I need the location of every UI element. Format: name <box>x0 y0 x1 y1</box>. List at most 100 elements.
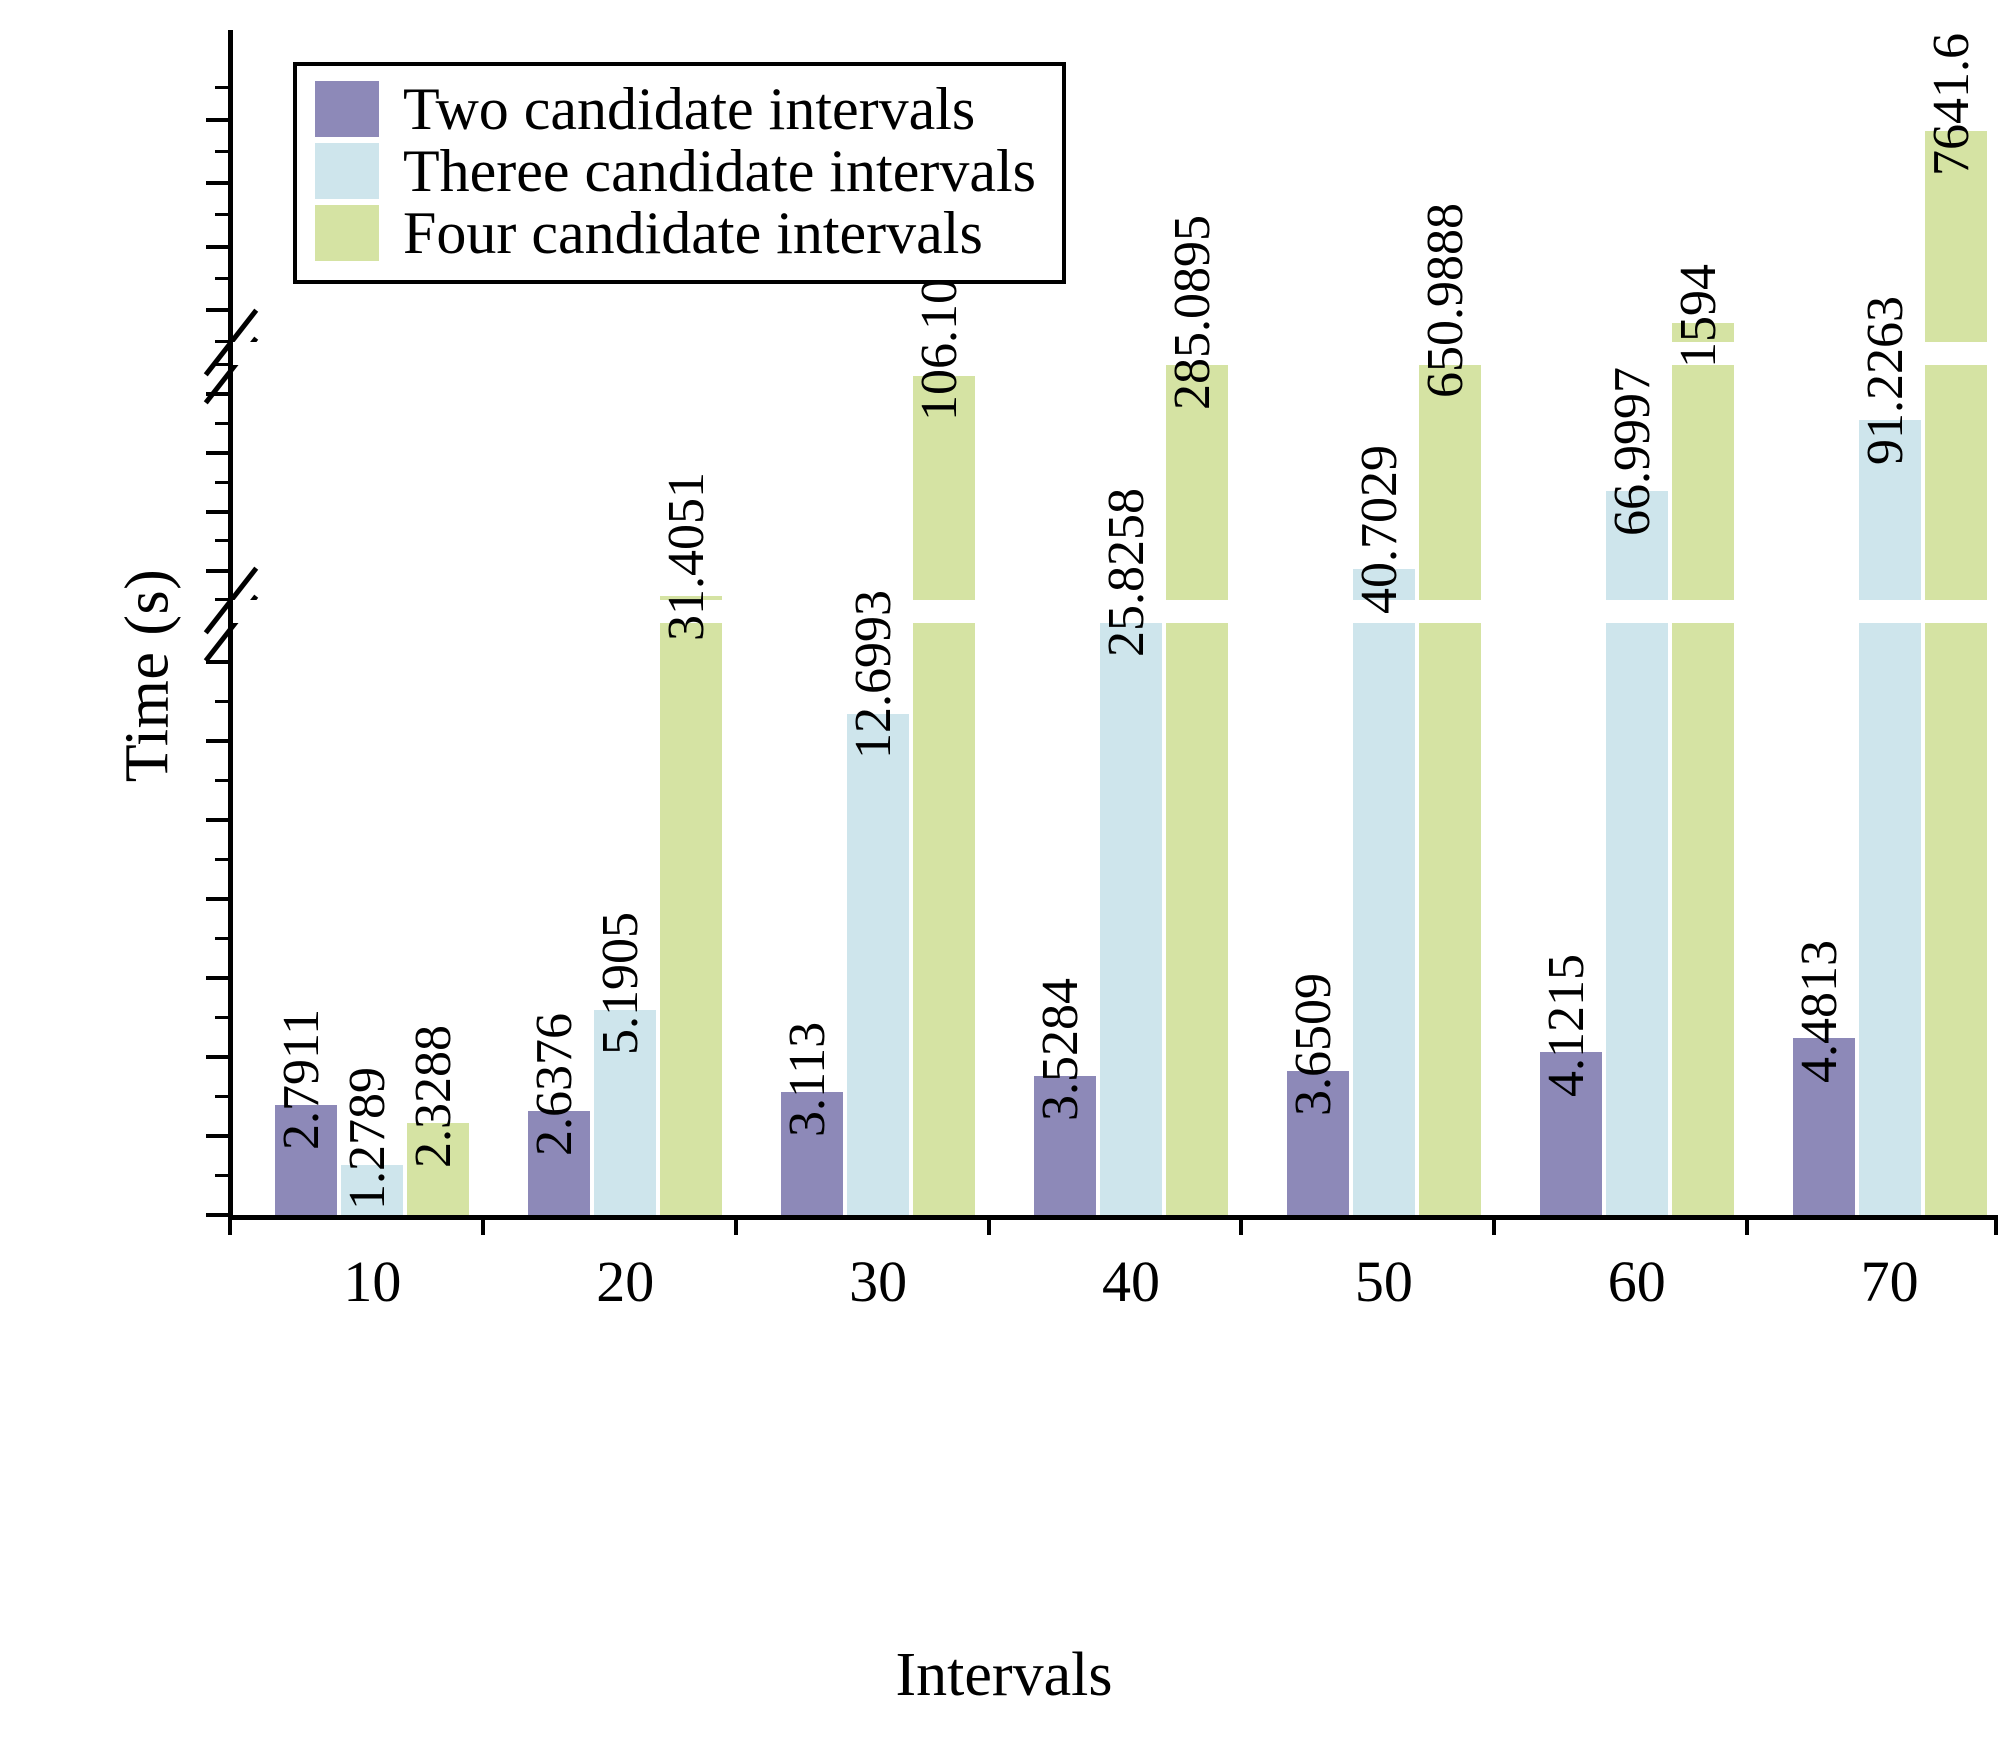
y-tick <box>206 976 228 981</box>
y-tick <box>215 1173 228 1177</box>
y-tick <box>206 509 228 514</box>
legend-label-four: Four candidate intervals <box>403 200 983 266</box>
bar-value-label: 3.6509 <box>1284 972 1342 1116</box>
x-tick <box>733 1215 738 1235</box>
y-tick <box>206 818 228 823</box>
y-tick <box>206 1055 228 1060</box>
bar-value-label: 1.2789 <box>339 1066 397 1210</box>
y-tick <box>215 1015 228 1019</box>
y-tick <box>206 117 228 122</box>
bar[interactable] <box>847 713 910 1215</box>
y-axis-line <box>228 30 233 1215</box>
bar[interactable] <box>1286 1070 1349 1215</box>
y-tick <box>215 213 228 216</box>
y-axis-title: Time (s) <box>113 568 182 783</box>
bar-value-label: 5.1905 <box>592 912 650 1056</box>
y-tick <box>215 1094 228 1098</box>
bar[interactable] <box>275 1104 338 1215</box>
y-tick <box>215 778 228 782</box>
chart-legend: Two candidate intervals Theree candidate… <box>293 62 1066 284</box>
x-tick-label: 30 <box>849 1249 908 1314</box>
y-tick <box>206 392 228 397</box>
bar[interactable] <box>407 1123 470 1215</box>
y-tick <box>215 340 228 343</box>
bar-value-label: 1594 <box>1669 264 1727 369</box>
bar-value-label: 4.1215 <box>1537 954 1595 1098</box>
bar[interactable] <box>594 1010 657 1215</box>
bar[interactable] <box>1166 364 1228 1215</box>
bar[interactable] <box>781 1092 844 1215</box>
bar[interactable] <box>913 376 976 1215</box>
bar[interactable] <box>1418 353 1481 1215</box>
bar-value-label: 2.3288 <box>405 1025 463 1169</box>
legend-item-four[interactable]: Four candidate intervals <box>315 202 1036 264</box>
bar-value-label: 25.8258 <box>1098 488 1155 658</box>
y-tick <box>206 739 228 744</box>
y-tick <box>215 699 228 703</box>
bar-value-label: 40.7029 <box>1350 444 1408 614</box>
y-tick <box>215 86 228 89</box>
bar[interactable] <box>1352 568 1415 1215</box>
x-tick <box>480 1215 485 1235</box>
y-tick <box>215 480 228 484</box>
x-tick-label: 10 <box>343 1249 402 1314</box>
y-tick <box>206 1134 228 1139</box>
bar[interactable] <box>1539 1052 1602 1215</box>
bar-value-label: 2.6376 <box>526 1012 584 1156</box>
x-tick <box>986 1215 991 1235</box>
x-tick <box>1492 1215 1497 1235</box>
bar-value-label: 12.6993 <box>845 589 903 759</box>
legend-item-two[interactable]: Two candidate intervals <box>315 78 1036 140</box>
bar-value-label: 2.7911 <box>273 1008 331 1150</box>
axis-break-gap <box>233 342 1998 365</box>
y-tick <box>215 539 228 543</box>
bar[interactable] <box>1792 1038 1855 1215</box>
y-tick <box>215 276 228 280</box>
bar[interactable] <box>528 1110 591 1215</box>
legend-swatch-four <box>315 205 379 261</box>
bar[interactable] <box>1858 420 1921 1215</box>
y-tick <box>206 244 228 249</box>
bar-value-label: 66.9997 <box>1603 367 1661 537</box>
bar[interactable] <box>1671 323 1734 1215</box>
y-tick <box>206 451 228 456</box>
y-tick <box>215 149 228 153</box>
x-tick <box>228 1215 232 1235</box>
x-tick-label: 40 <box>1102 1249 1160 1314</box>
x-tick-label: 20 <box>596 1249 655 1314</box>
bar-value-label: 91.2263 <box>1856 296 1914 466</box>
x-tick <box>1994 1215 1998 1235</box>
bar-value-label: 7641.6 <box>1922 33 1980 177</box>
x-tick <box>1239 1215 1244 1235</box>
x-tick-label: 50 <box>1354 1249 1413 1314</box>
bar[interactable] <box>341 1164 404 1215</box>
plot-area: 024681012144060801002,0004,0006,0008,000… <box>203 30 1998 1314</box>
bar[interactable] <box>1034 1075 1096 1215</box>
x-axis-title: Intervals <box>895 1641 1113 1709</box>
bar[interactable] <box>660 595 723 1215</box>
y-tick <box>215 363 228 366</box>
x-tick <box>1745 1215 1750 1235</box>
bar-value-label: 4.4813 <box>1790 940 1848 1084</box>
y-tick <box>215 421 228 425</box>
legend-label-two: Two candidate intervals <box>403 76 976 142</box>
axis-break-gap <box>233 600 1998 623</box>
y-tick <box>206 1213 228 1217</box>
x-tick-label: 60 <box>1607 1249 1666 1314</box>
y-tick <box>206 568 228 573</box>
y-tick <box>206 660 228 665</box>
y-tick <box>215 598 228 601</box>
x-axis-line <box>228 1215 1998 1220</box>
legend-swatch-theree <box>315 143 379 199</box>
y-tick <box>206 897 228 902</box>
bar-value-label: 3.5284 <box>1032 977 1089 1121</box>
bar[interactable] <box>1924 131 1987 1215</box>
bar[interactable] <box>1100 612 1162 1215</box>
bar-value-label: 31.4051 <box>658 471 716 641</box>
legend-item-theree[interactable]: Theree candidate intervals <box>315 140 1036 202</box>
y-tick <box>215 936 228 940</box>
x-tick-label: 70 <box>1860 1249 1919 1314</box>
y-tick <box>206 181 228 186</box>
bar-value-label: 285.0895 <box>1164 214 1221 410</box>
